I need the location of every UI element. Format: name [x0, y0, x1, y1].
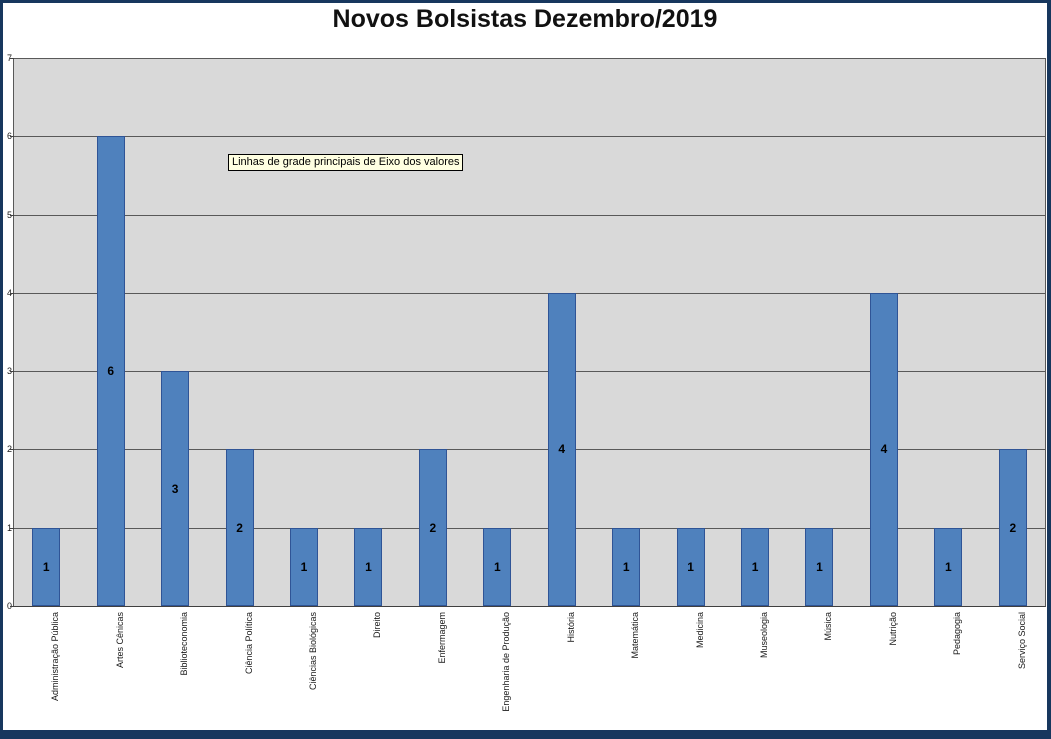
chart-title[interactable]: Novos Bolsistas Dezembro/2019: [332, 5, 718, 33]
x-tick-label-4: Ciências Biológicas: [307, 612, 318, 691]
y-tick-mark-7: [10, 58, 14, 59]
x-tick-label-3: Ciência Política: [243, 612, 254, 675]
major-gridline-3[interactable]: [14, 371, 1045, 373]
bar-13[interactable]: 4: [869, 292, 898, 606]
y-tick-mark-3: [10, 371, 14, 373]
plot-area[interactable]: 1 6 3 2 1 1 2 1 4 1 1 1 1 4 1 2: [13, 58, 1046, 607]
bar-12[interactable]: 1: [805, 527, 834, 606]
y-tick-label-1: 1: [4, 523, 12, 533]
y-tick-label-6: 6: [4, 131, 12, 141]
bar-data-label: 1: [493, 559, 501, 574]
x-tick-label-13: Nutrição: [887, 612, 898, 646]
x-tick-label-14: Pedagogia: [952, 612, 963, 656]
x-tick-label-2: Biblioteconomia: [179, 612, 190, 676]
x-tick-label-1: Artes Cênicas: [114, 612, 125, 669]
x-tick-label-6: Enfermagem: [436, 612, 447, 664]
y-tick-mark-5: [10, 214, 14, 216]
x-tick-label-9: Matemática: [630, 612, 641, 659]
y-tick-mark-6: [10, 136, 14, 138]
bar-6[interactable]: 2: [418, 449, 447, 606]
x-tick-label-15: Serviço Social: [1016, 612, 1027, 670]
gridlines-tooltip: Linhas de grade principais de Eixo dos v…: [228, 154, 464, 171]
bar-7[interactable]: 1: [483, 527, 512, 606]
major-gridline-1[interactable]: [14, 527, 1045, 529]
y-tick-label-7: 7: [4, 53, 12, 63]
y-tick-label-3: 3: [4, 366, 12, 376]
bar-10[interactable]: 1: [676, 527, 705, 606]
major-gridline-5[interactable]: [14, 214, 1045, 216]
bar-3[interactable]: 2: [225, 449, 254, 606]
major-gridline-7[interactable]: [14, 58, 1045, 59]
bar-1[interactable]: 6: [96, 136, 125, 606]
y-tick-label-4: 4: [4, 288, 12, 298]
bar-data-label: 3: [171, 481, 179, 496]
bar-data-label: 4: [558, 442, 566, 457]
y-tick-mark-4: [10, 292, 14, 294]
gridlines-tooltip-text: Linhas de grade principais de Eixo dos v…: [232, 156, 460, 168]
bar-data-label: 1: [687, 559, 694, 574]
bar-data-label: 1: [816, 559, 823, 574]
bar-data-label: 1: [42, 559, 50, 574]
y-tick-mark-1: [10, 527, 14, 529]
y-tick-mark-2: [10, 449, 14, 451]
bar-data-label: 1: [945, 559, 952, 574]
bar-data-label: 1: [622, 559, 630, 574]
x-tick-label-12: Música: [823, 612, 834, 641]
y-tick-label-0: 0: [4, 601, 12, 611]
bar-data-label: 6: [107, 364, 114, 379]
bar-15[interactable]: 2: [998, 449, 1027, 606]
bar-4[interactable]: 1: [289, 527, 318, 606]
bar-data-label: 1: [300, 559, 308, 574]
bar-2[interactable]: 3: [161, 371, 190, 606]
x-tick-label-10: Medicina: [694, 612, 705, 649]
bar-0[interactable]: 1: [32, 527, 61, 606]
bar-data-label: 1: [751, 559, 759, 574]
bar-5[interactable]: 1: [354, 527, 383, 606]
bar-14[interactable]: 1: [934, 527, 963, 606]
bar-data-label: 4: [880, 442, 888, 457]
y-tick-mark-0: [10, 606, 14, 607]
major-gridline-6[interactable]: [14, 136, 1045, 138]
y-tick-label-2: 2: [4, 444, 12, 454]
x-tick-label-11: Museologia: [759, 612, 770, 659]
x-tick-label-0: Administração Pública: [50, 612, 61, 702]
bar-data-label: 2: [429, 520, 437, 535]
x-tick-label-7: Engenharia de Produção: [501, 612, 512, 712]
bar-data-label: 2: [1009, 520, 1017, 535]
bar-11[interactable]: 1: [741, 527, 770, 606]
bar-8[interactable]: 4: [547, 292, 576, 606]
bar-data-label: 1: [365, 559, 372, 574]
major-gridline-4[interactable]: [14, 292, 1045, 294]
bar-9[interactable]: 1: [612, 527, 641, 606]
x-tick-label-8: História: [565, 612, 576, 643]
y-tick-label-5: 5: [4, 210, 12, 220]
bar-data-label: 2: [236, 520, 243, 535]
major-gridline-2[interactable]: [14, 449, 1045, 451]
x-tick-label-5: Direito: [372, 612, 383, 639]
